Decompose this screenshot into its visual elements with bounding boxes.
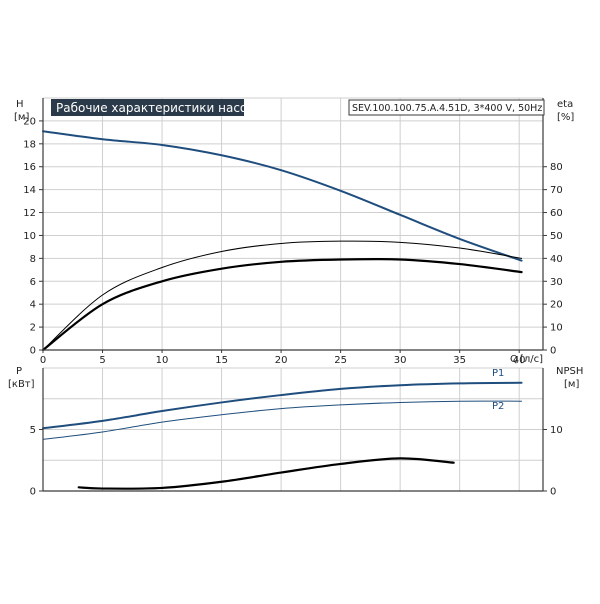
x-axis-unit: [л/с] xyxy=(520,354,543,365)
tick-label-right: 50 xyxy=(550,231,563,242)
tick-label-x: 15 xyxy=(215,355,228,366)
tick-label-left: 5 xyxy=(30,425,36,436)
y-right-label-top: eta xyxy=(557,99,573,110)
tick-label-left: 10 xyxy=(23,231,36,242)
tick-label-right: 0 xyxy=(550,346,556,357)
tick-label-left: 20 xyxy=(23,116,36,127)
series-line-eta-thick xyxy=(41,257,523,352)
tick-label-x: 10 xyxy=(156,355,169,366)
tick-label-right: 10 xyxy=(550,425,563,436)
tick-label-right: 0 xyxy=(550,487,556,498)
chart-title: Рабочие характеристики насоса xyxy=(56,101,261,115)
tick-label-right: 40 xyxy=(550,254,563,265)
tick-label-left: 4 xyxy=(30,300,36,311)
tick-label-x: 5 xyxy=(99,355,105,366)
tick-label-right: 80 xyxy=(550,162,563,173)
series-line-p2 xyxy=(42,400,523,440)
tick-label-left: 6 xyxy=(30,277,36,288)
series-line-npsh xyxy=(77,457,455,490)
series-line-p1 xyxy=(42,381,523,430)
tick-label-left: 8 xyxy=(30,254,36,265)
series-line-h xyxy=(42,130,523,262)
tick-label-left: 12 xyxy=(23,208,36,219)
y-right-label-bottom: NPSH xyxy=(556,366,583,377)
y-right-unit-bottom: [м] xyxy=(564,379,579,390)
title-box xyxy=(51,99,244,116)
tick-label-left: 14 xyxy=(23,185,36,196)
series-layer xyxy=(41,130,523,490)
tick-label-right: 30 xyxy=(550,277,563,288)
tick-label-left: 16 xyxy=(23,162,36,173)
frame-layer xyxy=(39,98,547,492)
tick-label-right: 20 xyxy=(550,300,563,311)
model-label: SEV.100.100.75.A.4.51D, 3*400 V, 50Hz xyxy=(352,103,542,114)
y-left-unit-top: [м] xyxy=(14,112,29,123)
y-left-label-top: H xyxy=(16,99,24,110)
tick-label-x: 20 xyxy=(275,355,288,366)
tick-label-x: 30 xyxy=(394,355,407,366)
y-right-unit-top: [%] xyxy=(557,112,574,123)
series-label-p1: P1 xyxy=(492,368,504,379)
tick-label-x: 40 xyxy=(513,355,526,366)
tick-label-right: 70 xyxy=(550,185,563,196)
tick-label-left: 2 xyxy=(30,323,36,334)
grid-layer xyxy=(43,97,543,491)
tick-label-x: 35 xyxy=(453,355,466,366)
tick-label-left: 0 xyxy=(30,346,36,357)
y-left-unit-bottom: [кВт] xyxy=(8,379,35,390)
tick-label-right: 10 xyxy=(550,323,563,334)
x-axis-label: Q xyxy=(510,354,518,365)
tick-label-right: 60 xyxy=(550,208,563,219)
tick-label-x: 25 xyxy=(334,355,347,366)
series-line-eta-thin xyxy=(42,240,523,351)
tick-label-x: 0 xyxy=(40,355,46,366)
y-left-label-bottom: P xyxy=(16,366,22,377)
tick-label-left: 0 xyxy=(30,487,36,498)
tick-label-left: 18 xyxy=(23,139,36,150)
series-label-p2: P2 xyxy=(492,401,504,412)
model-box xyxy=(348,99,545,116)
